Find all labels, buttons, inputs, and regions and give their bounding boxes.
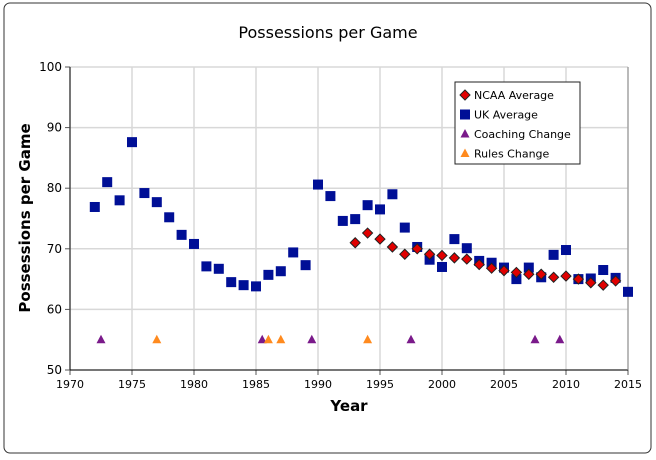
uk-average-point — [151, 197, 162, 208]
ncaa-average-point — [448, 252, 461, 264]
uk-average-point — [127, 137, 137, 148]
uk-average-point — [251, 281, 261, 292]
rules-change-point — [363, 334, 373, 344]
ncaa-average-point — [498, 264, 510, 277]
uk-average-point — [325, 191, 336, 202]
y-tick-label: 70 — [47, 242, 62, 256]
uk-average-point — [623, 286, 633, 297]
uk-average-point — [189, 238, 199, 249]
uk-average-point — [226, 277, 237, 288]
ncaa-average-point — [349, 237, 361, 249]
ncaa-average-point — [485, 262, 498, 274]
chart-title: Possessions per Game — [238, 23, 417, 42]
x-tick-label: 1975 — [118, 378, 146, 391]
uk-average-point — [114, 195, 125, 206]
y-tick-label: 60 — [47, 302, 62, 316]
ncaa-average-point — [547, 271, 560, 283]
uk-average-point — [437, 261, 447, 272]
uk-average-point — [300, 260, 311, 271]
ncaa-average-point — [386, 241, 399, 253]
uk-average-point — [350, 214, 361, 225]
rules-change-point — [263, 334, 273, 344]
ncaa-average-point — [361, 227, 374, 239]
ncaa-average-point — [535, 268, 547, 280]
y-axis-label: Possessions per Game — [16, 123, 34, 312]
uk-average-point — [313, 179, 323, 190]
ncaa-average-point — [572, 273, 585, 285]
uk-average-point — [139, 188, 150, 199]
ncaa-average-point — [523, 268, 535, 280]
ncaa-average-legend-label: NCAA Average — [474, 89, 554, 102]
x-tick-label: 1990 — [304, 378, 332, 391]
rules-change-point — [276, 334, 286, 344]
uk-average-point — [511, 274, 522, 285]
legend — [454, 81, 581, 165]
coaching-change-point — [555, 334, 565, 344]
y-tick-label: 80 — [47, 181, 62, 195]
uk-average-point — [213, 263, 224, 274]
uk-average-point — [548, 249, 559, 260]
x-tick-label: 2000 — [428, 378, 456, 391]
coaching-change-legend-label: Coaching Change — [474, 128, 571, 141]
uk-average-legend-marker — [460, 109, 470, 120]
uk-average-point — [598, 265, 609, 276]
uk-average-point — [337, 215, 348, 226]
uk-average-point — [561, 245, 571, 256]
y-tick-label: 50 — [47, 363, 62, 377]
coaching-change-point — [257, 334, 267, 344]
ncaa-average-point — [473, 258, 485, 271]
x-tick-label: 2005 — [490, 378, 518, 391]
uk-average-point — [399, 222, 410, 233]
coaching-change-point — [530, 334, 540, 344]
ncaa-average-point — [461, 253, 473, 265]
y-tick-label: 100 — [39, 60, 62, 74]
rules-change-legend-marker — [460, 148, 470, 157]
coaching-change-point — [96, 334, 106, 344]
ncaa-average-point — [510, 266, 523, 279]
ncaa-average-point — [560, 270, 572, 282]
uk-average-point — [102, 177, 113, 188]
uk-average-legend-label: UK Average — [474, 109, 538, 122]
ncaa-average-point — [597, 279, 609, 291]
uk-average-point — [89, 201, 100, 212]
x-tick-label: 1995 — [366, 378, 394, 391]
coaching-change-point — [307, 334, 317, 344]
ncaa-average-point — [374, 233, 386, 245]
ncaa-average-point — [585, 277, 597, 289]
uk-average-point — [523, 262, 534, 273]
ncaa-average-point — [436, 249, 448, 262]
ncaa-average-point — [411, 243, 423, 255]
coaching-change-point — [406, 334, 416, 344]
uk-average-point — [164, 212, 175, 223]
x-tick-label: 1980 — [180, 378, 208, 391]
uk-average-point — [238, 280, 249, 291]
uk-average-point — [201, 261, 212, 272]
ncaa-average-point — [399, 248, 411, 260]
uk-average-point — [375, 204, 385, 215]
x-tick-label: 1970 — [56, 378, 84, 391]
y-tick-label: 90 — [47, 121, 62, 135]
ncaa-average-point — [609, 275, 622, 287]
uk-average-point — [461, 243, 472, 254]
uk-average-point — [275, 266, 286, 277]
uk-average-point — [449, 234, 460, 245]
uk-average-point — [387, 189, 398, 200]
rules-change-point — [152, 334, 162, 344]
rules-change-legend-label: Rules Change — [474, 148, 550, 161]
x-tick-label: 2010 — [552, 378, 580, 391]
uk-average-point — [288, 247, 299, 258]
uk-average-point — [263, 269, 274, 280]
x-axis-label: Year — [329, 397, 368, 415]
ncaa-average-point — [423, 248, 436, 260]
coaching-change-legend-marker — [460, 129, 470, 138]
x-tick-label: 1985 — [242, 378, 270, 391]
x-tick-label: 2015 — [614, 378, 642, 391]
uk-average-point — [362, 200, 373, 211]
uk-average-point — [176, 229, 187, 240]
ncaa-average-legend-marker — [459, 89, 471, 101]
